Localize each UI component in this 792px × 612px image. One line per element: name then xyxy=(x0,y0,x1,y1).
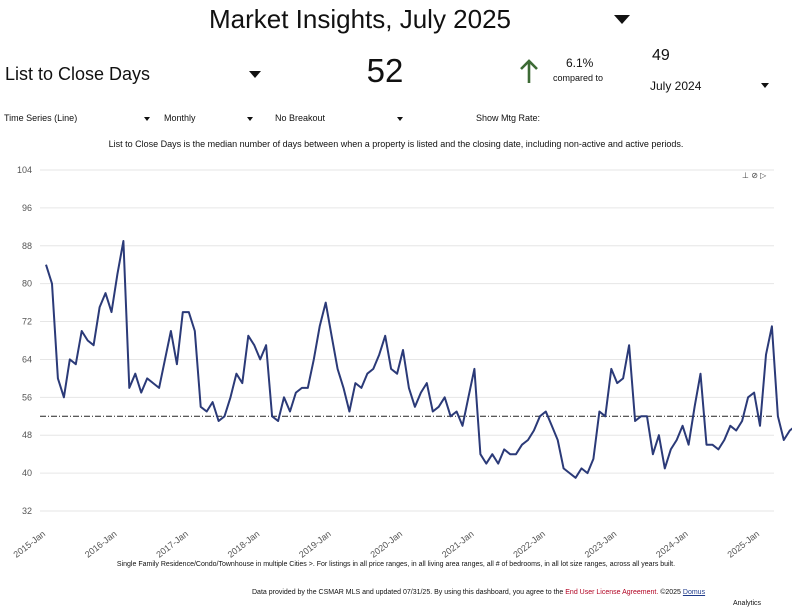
change-percent: 6.1% xyxy=(566,56,594,70)
x-tick-label: 2023-Jan xyxy=(583,529,619,558)
x-tick-label: 2022-Jan xyxy=(511,529,547,558)
metric-select[interactable]: List to Close Days xyxy=(5,64,151,84)
brand-line2: Analytics xyxy=(733,600,762,607)
x-tick-label: 2019-Jan xyxy=(297,529,333,558)
y-tick-label: 48 xyxy=(22,430,32,440)
x-tick-label: 2020-Jan xyxy=(368,529,404,558)
time-series-chart: 104 96 88 80 72 64 56 48 40 32 2015-Jan 2016-Jan 201… xyxy=(11,165,792,558)
brand-link[interactable]: Domus xyxy=(682,589,706,596)
metric-description: List to Close Days is the median number … xyxy=(108,139,684,149)
filter-footnote: Single Family Residence/Condo/Townhouse … xyxy=(116,561,676,568)
y-tick-label: 80 xyxy=(22,279,32,289)
x-tick-label: 2025-Jan xyxy=(725,529,761,558)
y-tick-label: 32 xyxy=(22,506,32,516)
x-tick-label: 2015-Jan xyxy=(11,529,47,558)
breakout-select[interactable]: No Breakout xyxy=(275,113,326,123)
y-tick-label: 104 xyxy=(17,165,32,175)
y-tick-label: 56 xyxy=(22,392,32,402)
x-tick-label: 2021-Jan xyxy=(440,529,476,558)
compared-to-label: compared to xyxy=(553,73,604,83)
license-link[interactable]: End User License Agreement. xyxy=(565,589,659,596)
view-type-select[interactable]: Time Series (Line) xyxy=(4,113,78,123)
frequency-dropdown-icon[interactable] xyxy=(247,117,253,121)
y-tick-label: 88 xyxy=(22,241,32,251)
frequency-select[interactable]: Monthly xyxy=(164,113,196,123)
mtg-rate-toggle[interactable]: Show Mtg Rate: xyxy=(476,113,541,123)
x-tick-label: 2016-Jan xyxy=(83,529,119,558)
y-tick-label: 64 xyxy=(22,354,32,364)
current-metric-value: 52 xyxy=(366,52,404,89)
title-dropdown-icon[interactable] xyxy=(614,15,630,24)
metric-dropdown-icon[interactable] xyxy=(249,71,261,78)
y-tick-label: 40 xyxy=(22,468,32,478)
copyright: ©2025 xyxy=(660,589,681,596)
x-tick-label: 2024-Jan xyxy=(654,529,690,558)
compare-period-dropdown-icon[interactable] xyxy=(761,83,769,88)
series-line xyxy=(45,240,792,479)
footer-text: Data provided by the CSMAR MLS and updat… xyxy=(252,589,564,596)
prior-metric-value: 49 xyxy=(652,47,670,64)
page-title: Market Insights, July 2025 xyxy=(208,4,512,34)
y-tick-label: 96 xyxy=(22,203,32,213)
up-arrow-icon xyxy=(520,59,538,83)
y-tick-label: 72 xyxy=(22,317,32,327)
view-type-dropdown-icon[interactable] xyxy=(144,117,150,121)
breakout-dropdown-icon[interactable] xyxy=(397,117,403,121)
x-tick-label: 2017-Jan xyxy=(154,529,190,558)
data-source-footer: Data provided by the CSMAR MLS and updat… xyxy=(252,589,705,596)
chart-toolbar-icons[interactable]: ⊥ ⊘ ▷ xyxy=(742,171,767,180)
compare-period-select[interactable]: July 2024 xyxy=(650,79,702,93)
x-tick-label: 2018-Jan xyxy=(226,529,262,558)
